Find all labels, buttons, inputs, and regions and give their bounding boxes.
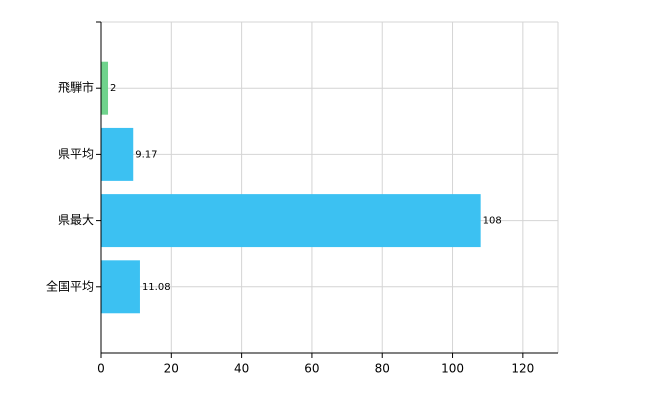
- x-tick-label: 100: [441, 362, 464, 376]
- x-tick-label: 0: [97, 362, 105, 376]
- x-tick-label: 120: [511, 362, 534, 376]
- x-tick-label: 20: [164, 362, 179, 376]
- value-label: 9.17: [135, 149, 157, 160]
- y-tick-label: 県最大: [58, 213, 94, 227]
- y-tick-label: 県平均: [58, 147, 94, 161]
- bar: [101, 194, 481, 248]
- bar: [101, 127, 134, 181]
- bar: [101, 61, 109, 115]
- x-tick-label: 80: [375, 362, 390, 376]
- x-tick-label: 40: [234, 362, 249, 376]
- value-label: 108: [483, 216, 502, 227]
- value-label: 11.08: [142, 282, 171, 293]
- bar: [101, 260, 140, 314]
- x-tick-label: 60: [304, 362, 319, 376]
- value-label: 2: [110, 83, 116, 94]
- y-tick-label: 飛騨市: [58, 80, 94, 95]
- y-tick-label: 全国平均: [46, 278, 94, 293]
